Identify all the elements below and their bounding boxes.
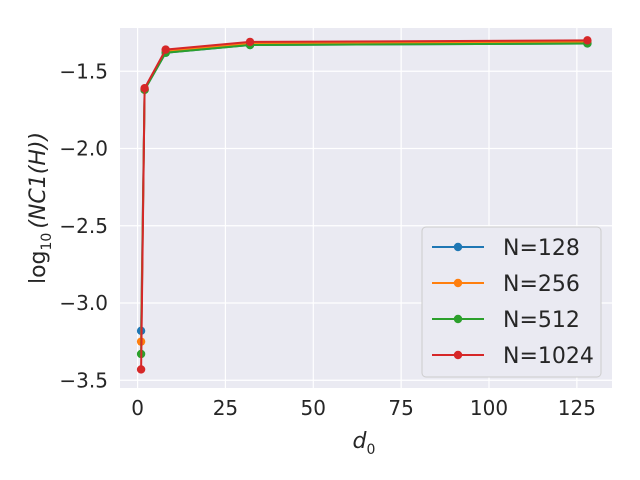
legend-label: N=1024 xyxy=(503,344,594,369)
grid xyxy=(120,28,612,388)
legend-swatch-marker xyxy=(453,242,463,252)
x-tick-label: 125 xyxy=(558,396,596,420)
legend-swatch-marker xyxy=(453,278,463,288)
x-axis-label: d0 xyxy=(353,429,376,458)
series-group xyxy=(136,36,592,374)
y-tick-label: −2.5 xyxy=(59,214,108,238)
data-point xyxy=(161,45,170,54)
x-tick-labels: 0 25 50 75 100 125 xyxy=(131,396,596,420)
x-tick-label: 75 xyxy=(388,396,413,420)
legend-label: N=512 xyxy=(503,308,580,333)
data-point xyxy=(140,84,149,93)
legend-label: N=128 xyxy=(503,236,580,261)
y-axis-label: log10(NC1(H)) xyxy=(26,132,55,284)
data-point xyxy=(245,37,255,47)
x-tick-label: 0 xyxy=(131,396,144,420)
data-point xyxy=(583,36,592,45)
y-tick-label: −1.5 xyxy=(59,59,108,83)
y-tick-labels: −3.5 −3.0 −2.5 −2.0 −1.5 xyxy=(59,59,108,392)
data-point xyxy=(136,365,146,374)
y-tick-label: −3.0 xyxy=(59,291,108,315)
legend: N=128 N=256 N=512 N=1024 xyxy=(421,226,602,378)
legend-box xyxy=(421,226,602,378)
x-tick-label: 25 xyxy=(213,396,238,420)
y-tick-label: −2.0 xyxy=(59,137,108,161)
legend-swatch-marker xyxy=(453,350,463,360)
legend-swatch-marker xyxy=(453,314,463,324)
series-n-1024 xyxy=(136,36,592,374)
y-tick-label: −3.5 xyxy=(59,368,108,392)
x-tick-label: 50 xyxy=(301,396,326,420)
x-tick-label: 100 xyxy=(470,396,508,420)
legend-label: N=256 xyxy=(503,272,580,297)
